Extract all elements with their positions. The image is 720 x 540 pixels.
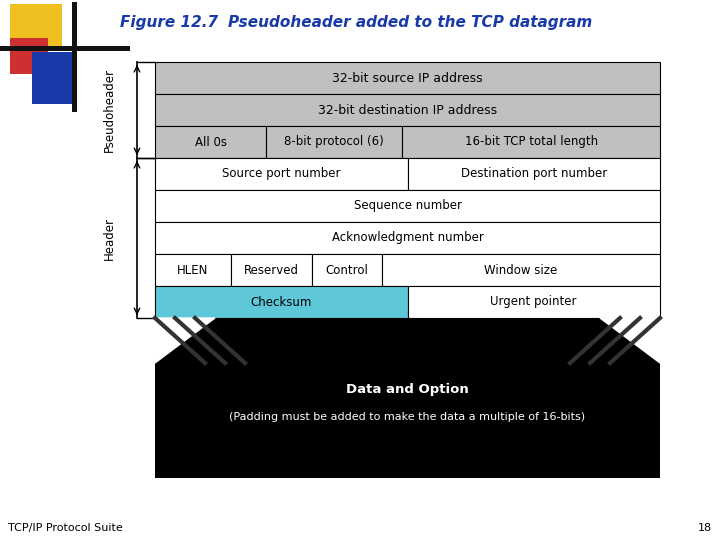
Bar: [408, 286, 660, 318]
Bar: [155, 190, 660, 222]
Text: Destination port number: Destination port number: [461, 167, 607, 180]
Text: Reserved: Reserved: [243, 264, 299, 276]
Text: Sequence number: Sequence number: [354, 199, 462, 213]
Text: 18: 18: [698, 523, 712, 533]
Bar: [155, 94, 660, 126]
Text: Acknowledgment number: Acknowledgment number: [332, 232, 483, 245]
Text: 16-bit TCP total length: 16-bit TCP total length: [464, 136, 598, 148]
Text: TCP/IP Protocol Suite: TCP/IP Protocol Suite: [8, 523, 122, 533]
Bar: [32, 52, 76, 104]
Bar: [266, 126, 402, 158]
Bar: [0, 46, 130, 51]
Text: Window size: Window size: [485, 264, 558, 276]
Bar: [382, 254, 660, 286]
Bar: [10, 38, 48, 74]
Text: Source port number: Source port number: [222, 167, 341, 180]
Bar: [155, 158, 408, 190]
Bar: [402, 126, 660, 158]
Text: HLEN: HLEN: [177, 264, 209, 276]
Bar: [312, 254, 382, 286]
Text: Data and Option: Data and Option: [346, 383, 469, 396]
Polygon shape: [600, 318, 660, 363]
Text: All 0s: All 0s: [194, 136, 227, 148]
Text: Checksum: Checksum: [251, 295, 312, 308]
Bar: [155, 126, 266, 158]
Text: 8-bit protocol (6): 8-bit protocol (6): [284, 136, 384, 148]
Bar: [408, 158, 660, 190]
Text: (Padding must be added to make the data a multiple of 16-bits): (Padding must be added to make the data …: [230, 412, 585, 422]
Polygon shape: [155, 318, 215, 363]
Text: Pseudoheader added to the TCP datagram: Pseudoheader added to the TCP datagram: [228, 15, 593, 30]
Text: Pseudoheader: Pseudoheader: [102, 68, 115, 152]
Bar: [155, 222, 660, 254]
Bar: [155, 318, 660, 478]
Text: Header: Header: [102, 217, 115, 260]
Bar: [72, 2, 77, 112]
Bar: [10, 4, 62, 48]
Text: Urgent pointer: Urgent pointer: [490, 295, 577, 308]
Text: Figure 12.7: Figure 12.7: [120, 15, 218, 30]
Bar: [155, 62, 660, 94]
Text: 32-bit source IP address: 32-bit source IP address: [332, 71, 483, 84]
Bar: [230, 254, 312, 286]
Bar: [155, 286, 408, 318]
Text: Control: Control: [325, 264, 369, 276]
Bar: [155, 254, 230, 286]
Text: 32-bit destination IP address: 32-bit destination IP address: [318, 104, 497, 117]
